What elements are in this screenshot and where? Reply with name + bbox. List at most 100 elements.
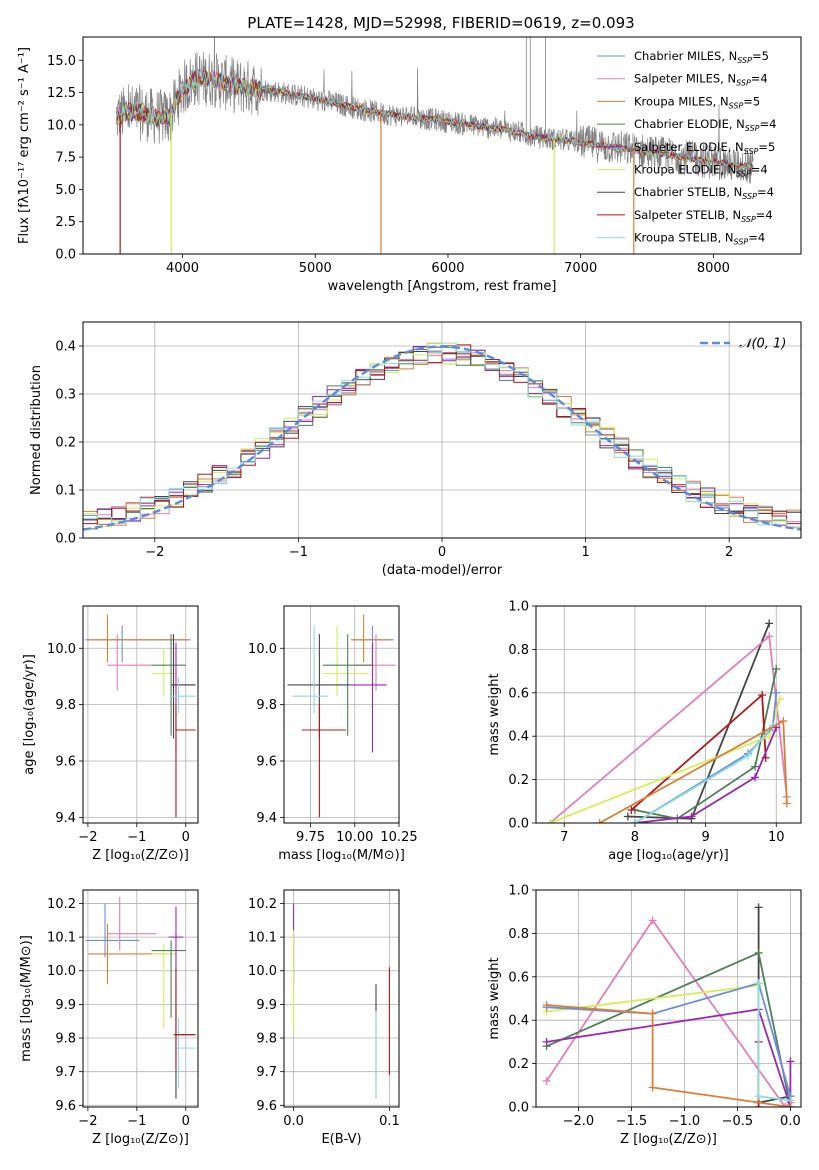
- y-tick-label: 10.0: [248, 642, 277, 657]
- y-axis-label: mass weight: [487, 673, 502, 755]
- plus-marker: [765, 632, 774, 641]
- legend-entry: Kroupa ELODIE, NSSP=4: [634, 163, 768, 179]
- y-tick-label: 10.0: [47, 642, 76, 657]
- x-tick-label: 4000: [166, 261, 199, 276]
- y-axis-label: mass weight: [487, 957, 502, 1039]
- series-chabrier-stelib: [757, 907, 791, 1104]
- axes-mass-vs-ebv: 0.0 0.1 9.6 9.7 9.8 9.9 10.0 10.1 10.2 E(B-V): [248, 890, 400, 1147]
- y-tick-label: 9.8: [256, 1032, 277, 1047]
- y-tick-label: 10.1: [248, 931, 277, 946]
- y-tick-label: 15.0: [47, 54, 76, 69]
- y-tick-label: 9.4: [55, 811, 76, 826]
- x-tick-label: 8: [631, 830, 639, 845]
- axes-mass-weight-vs-Z: −2.0 −1.5 −1.0 −0.5 0.0 0.0 0.2 0.4 0.6 0.8 1.0 Z […: [487, 884, 801, 1147]
- y-tick-label: 9.9: [55, 998, 76, 1013]
- y-tick-label: 10.1: [47, 931, 76, 946]
- series-gaussian-reference: [83, 345, 801, 531]
- plus-marker: [542, 1037, 551, 1046]
- series-kroupa-stelib: [115, 69, 754, 171]
- series-salpeter-miles: [549, 634, 788, 823]
- x-tick-label: 7: [560, 830, 568, 845]
- y-axis-label: Flux [fλ10⁻¹⁷ erg cm⁻² s⁻¹ A⁻¹]: [17, 47, 32, 244]
- plus-marker: [754, 1092, 763, 1101]
- axes-age-vs-Z: −2 −1 0 9.4 9.6 9.8 10.0 Z [log₁₀(Z/Z⊙)] age [lo…: [22, 606, 198, 863]
- legend-entry: Salpeter ELODIE, NSSP=5: [634, 140, 775, 156]
- axes-mass-vs-Z: −2 −1 0 9.6 9.7 9.8 9.9 10.0 10.1 10.2 Z [log₁₀(Z/…: [19, 890, 198, 1147]
- y-tick-label: 0.1: [55, 484, 76, 499]
- y-tick-label: 9.7: [256, 1065, 277, 1080]
- frame-age-vs-mass: [283, 605, 400, 824]
- plus-marker: [765, 619, 774, 628]
- y-tick-label: 10.2: [47, 897, 76, 912]
- plus-marker: [775, 695, 784, 704]
- plus-marker: [687, 812, 696, 821]
- figure-title: PLATE=1428, MJD=52998, FIBERID=0619, z=0…: [247, 14, 634, 32]
- plus-marker: [751, 773, 760, 782]
- plus-marker: [782, 799, 791, 808]
- plus-marker: [648, 916, 657, 925]
- spectrum-lines: [115, 37, 754, 254]
- legend-entry: Chabrier STELIB, NSSP=4: [634, 185, 774, 201]
- y-tick-label: 9.6: [55, 1099, 76, 1114]
- x-tick-label: 0.1: [379, 1114, 400, 1129]
- series-salpeter-stelib: [630, 693, 767, 811]
- x-tick-label: −1: [127, 830, 146, 845]
- x-tick-label: 2: [725, 545, 733, 560]
- y-tick-label: 0.8: [508, 927, 529, 942]
- y-tick-label: 12.5: [47, 86, 76, 101]
- plus-marker: [542, 1001, 551, 1010]
- y-tick-label: 0.0: [508, 817, 529, 832]
- y-tick-label: 0.0: [55, 532, 76, 547]
- y-tick-label: 10.0: [248, 964, 277, 979]
- y-tick-label: 1.0: [508, 600, 529, 615]
- y-tick-label: 10.0: [47, 118, 76, 133]
- plus-marker: [786, 1057, 795, 1066]
- x-axis-label: Z [log₁₀(Z/Z⊙)]: [620, 1132, 717, 1147]
- legend-entry: 𝒩(0, 1): [739, 337, 786, 352]
- series-kroupa-stelib: [83, 342, 801, 528]
- x-axis-label: (data-model)/error: [382, 563, 503, 578]
- legend-entry: Kroupa STELIB, NSSP=4: [634, 231, 765, 247]
- y-tick-label: 0.0: [55, 248, 76, 263]
- plus-marker: [754, 903, 763, 912]
- y-tick-label: 2.5: [55, 215, 76, 230]
- y-tick-label: 9.4: [256, 811, 277, 826]
- y-tick-label: 0.4: [508, 1014, 529, 1029]
- y-tick-label: 0.0: [508, 1101, 529, 1116]
- legend-entry: Chabrier ELODIE, NSSP=4: [634, 117, 776, 133]
- plus-marker: [751, 762, 760, 771]
- frame-mass-vs-ebv: [283, 889, 400, 1108]
- errorbars-age-vs-Z: [85, 614, 196, 818]
- y-tick-label: 9.6: [256, 755, 277, 770]
- x-tick-label: −1.5: [616, 1114, 648, 1129]
- series-salpeter-miles: [545, 918, 791, 1107]
- x-tick-label: 1: [581, 545, 589, 560]
- y-tick-label: 0.4: [508, 730, 529, 745]
- plus-marker: [754, 979, 763, 988]
- axes-residual-histogram: −2 −1 0 1 2 0.0 0.1 0.2 0.3 0.4 (data-model)/error…: [29, 322, 801, 578]
- y-tick-label: 9.7: [55, 1065, 76, 1080]
- x-tick-label: −2: [78, 1114, 97, 1129]
- x-tick-label: 9.75: [296, 830, 325, 845]
- plus-marker: [758, 690, 767, 699]
- x-tick-label: 10: [768, 830, 785, 845]
- legend-entry: Salpeter MILES, NSSP=4: [634, 72, 768, 88]
- plus-marker: [772, 688, 781, 697]
- x-tick-label: −2: [145, 545, 164, 560]
- y-tick-label: 9.6: [256, 1099, 277, 1114]
- legend-entry: Kroupa MILES, NSSP=5: [634, 94, 760, 110]
- x-tick-label: −1: [289, 545, 308, 560]
- plus-marker: [754, 1103, 763, 1107]
- legend-entry: Salpeter STELIB, NSSP=4: [634, 208, 773, 224]
- x-tick-label: 8000: [697, 261, 730, 276]
- legend-entry: Chabrier MILES, NSSP=5: [634, 49, 769, 65]
- plus-marker: [772, 664, 781, 673]
- frame-age-vs-Z: [82, 605, 199, 824]
- plus-marker: [627, 805, 636, 814]
- x-tick-label: 0: [182, 830, 190, 845]
- y-tick-label: 7.5: [55, 151, 76, 166]
- series-salpeter-elodie: [634, 727, 778, 823]
- y-tick-label: 10.0: [47, 964, 76, 979]
- x-tick-label: 7000: [564, 261, 597, 276]
